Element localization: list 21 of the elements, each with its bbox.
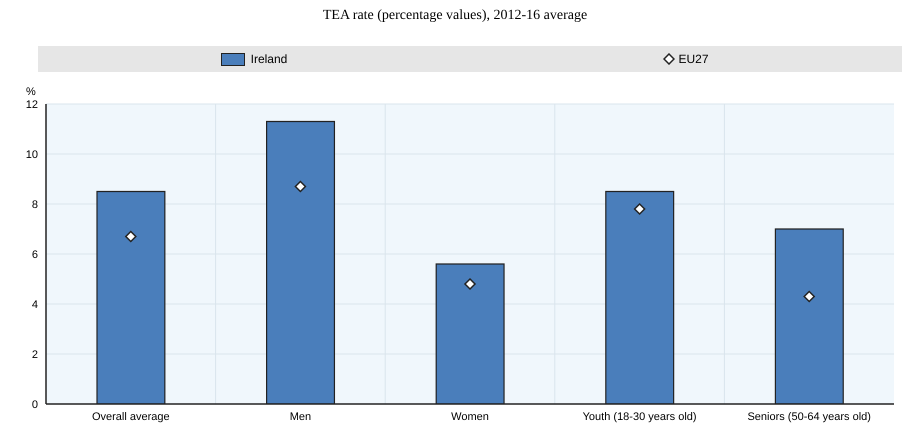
chart-title: TEA rate (percentage values), 2012-16 average	[322, 8, 588, 24]
x-tick-label: Men	[290, 410, 312, 423]
x-tick-label: Youth (18-30 years old)	[582, 410, 697, 423]
x-tick-label: Women	[451, 410, 489, 423]
legend-label: Ireland	[250, 52, 288, 66]
y-tick-label: 8	[32, 198, 38, 211]
point	[294, 180, 306, 192]
x-tick-label: Overall average	[92, 410, 170, 423]
y-tick-label: 4	[32, 298, 38, 311]
y-axis-title: %	[26, 86, 37, 98]
y-tick-label: 10	[26, 148, 38, 161]
y-tick-label: 12	[26, 98, 38, 111]
legend-label: EU27	[678, 52, 709, 66]
y-tick-label: 6	[32, 248, 38, 261]
x-tick-label: Seniors (50-64 years old)	[747, 410, 871, 423]
point	[464, 278, 476, 290]
point	[803, 290, 815, 302]
y-tick-label: 0	[32, 398, 38, 411]
point	[634, 203, 646, 215]
y-tick-label: 2	[32, 348, 38, 361]
point	[125, 230, 137, 242]
